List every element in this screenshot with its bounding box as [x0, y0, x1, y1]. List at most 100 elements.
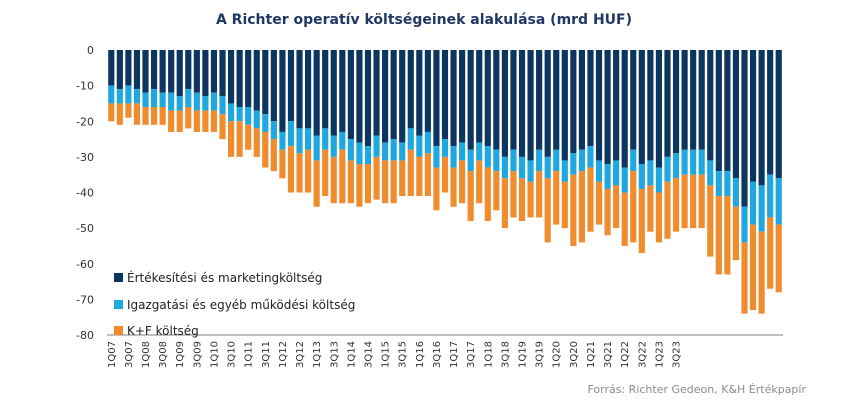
bar-series-1 — [313, 50, 320, 136]
bar-series-3 — [330, 156, 337, 204]
bar-series-2 — [501, 156, 508, 179]
bar-series-3 — [544, 178, 551, 243]
x-tick-label: 1Q16 — [415, 341, 426, 368]
bar-series-1 — [305, 50, 312, 129]
bar-series-3 — [732, 206, 740, 261]
y-tick-label: 0 — [87, 44, 94, 57]
bar-series-2 — [116, 89, 123, 104]
bar-series-3 — [749, 224, 757, 311]
y-tick-label: -30 — [76, 151, 94, 164]
bar-series-3 — [253, 128, 260, 157]
bar-series-1 — [715, 50, 722, 172]
bar-series-2 — [690, 149, 697, 175]
bar-series-2 — [364, 146, 372, 164]
x-tick-label: 1Q22 — [620, 341, 631, 368]
bar-series-2 — [433, 146, 440, 168]
bar-series-1 — [698, 50, 705, 150]
bar-series-1 — [561, 50, 568, 161]
bar-series-3 — [305, 149, 312, 193]
bar-series-2 — [253, 110, 260, 129]
bar-series-1 — [390, 50, 397, 140]
bar-series-3 — [672, 178, 680, 232]
legend-item-3: K+F költség — [114, 324, 199, 338]
bar-series-1 — [125, 50, 132, 86]
bar-series-1 — [484, 50, 491, 147]
bar-series-1 — [176, 50, 183, 97]
bar-series-2 — [296, 128, 303, 154]
bar-series-2 — [390, 139, 397, 161]
bar-series-2 — [749, 181, 757, 225]
bar-series-1 — [459, 50, 466, 143]
bar-series-3 — [441, 156, 449, 193]
bar-series-2 — [707, 160, 714, 186]
bar-series-2 — [664, 156, 671, 182]
bar-series-3 — [501, 178, 508, 229]
legend-swatch-1 — [114, 273, 123, 282]
legend-item-2: Igazgatási és egyéb működési költség — [114, 298, 355, 312]
bar-series-3 — [510, 171, 517, 218]
bar-series-3 — [570, 174, 577, 246]
bar-series-1 — [133, 50, 141, 90]
bar-series-2 — [236, 107, 243, 122]
bar-series-3 — [724, 196, 731, 275]
bar-series-1 — [450, 50, 457, 147]
bar-series-2 — [356, 142, 363, 165]
bar-series-3 — [219, 114, 226, 140]
bar-series-3 — [313, 160, 320, 207]
bar-series-1 — [339, 50, 346, 132]
bar-series-1 — [347, 50, 354, 140]
bar-series-2 — [493, 149, 500, 172]
legend: Értékesítési és marketingköltség Igazgat… — [114, 270, 355, 338]
bar-series-1 — [202, 50, 209, 97]
bar-series-2 — [647, 160, 654, 186]
bar-series-2 — [185, 89, 192, 107]
bar-series-1 — [142, 50, 149, 93]
bar-series-2 — [621, 167, 628, 193]
bar-series-1 — [373, 50, 380, 136]
bar-series-2 — [672, 153, 680, 179]
bar-series-1 — [168, 50, 175, 93]
bar-series-1 — [527, 50, 534, 161]
bar-series-3 — [758, 231, 765, 314]
y-tick-label: -20 — [76, 115, 94, 128]
bar-series-3 — [698, 174, 705, 229]
bar-series-1 — [749, 50, 757, 182]
source-note: Forrás: Richter Gedeon, K&H Értékpapír — [587, 383, 806, 396]
bar-series-3 — [484, 167, 491, 221]
bars — [108, 50, 782, 314]
bar-series-2 — [741, 206, 748, 243]
bar-series-2 — [510, 149, 517, 172]
bar-series-3 — [664, 181, 671, 239]
bar-series-2 — [604, 164, 611, 189]
bar-series-3 — [604, 188, 611, 236]
bar-series-1 — [613, 50, 620, 161]
bar-series-1 — [647, 50, 654, 161]
bar-series-1 — [108, 50, 115, 86]
bar-series-1 — [604, 50, 611, 164]
bar-series-3 — [168, 110, 175, 132]
bar-series-2 — [108, 85, 115, 104]
bar-series-1 — [433, 50, 440, 147]
bar-series-3 — [775, 224, 782, 293]
bar-series-3 — [621, 192, 628, 246]
bar-series-1 — [330, 50, 337, 136]
bar-series-2 — [210, 92, 218, 111]
bar-series-3 — [382, 160, 389, 204]
bar-series-3 — [108, 103, 115, 122]
bar-series-3 — [681, 174, 688, 229]
bar-series-2 — [219, 96, 226, 115]
bar-series-1 — [116, 50, 123, 90]
legend-label-3: K+F költség — [127, 324, 199, 338]
x-tick-label: 3Q07 — [124, 341, 135, 368]
bar-series-3 — [339, 149, 346, 204]
bar-series-2 — [313, 135, 320, 161]
y-tick-label: -10 — [76, 80, 94, 93]
bar-series-3 — [578, 171, 585, 243]
bar-series-1 — [570, 50, 577, 154]
bar-series-2 — [715, 171, 722, 197]
bar-series-2 — [228, 103, 235, 122]
x-tick-label: 3Q21 — [603, 341, 614, 368]
bar-series-2 — [544, 156, 551, 179]
bar-series-2 — [270, 121, 277, 140]
